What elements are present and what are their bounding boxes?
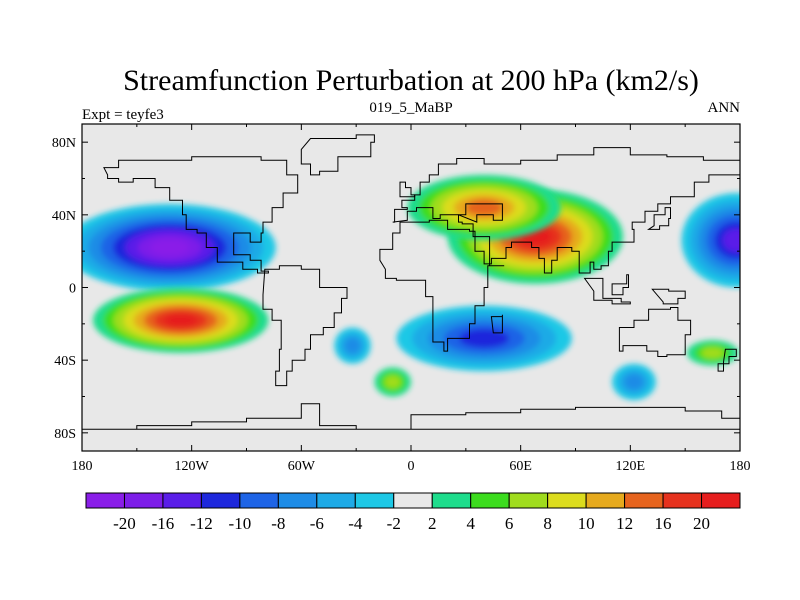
colorbar-label: 10 [578,514,595,533]
colorbar-swatch [470,492,510,509]
contour-feature [686,340,739,366]
coastline [611,274,629,296]
contour-band [701,347,724,359]
coastline [490,314,503,334]
coastline [717,348,737,372]
colorbar-swatch [701,492,741,509]
map-panel: 180 120W 60W 0 60E 120E 180 80N 40N 0 40S 80S [52,123,751,474]
contour-band [465,199,503,216]
colorbar-swatch [431,492,472,509]
contour-feature [681,193,740,288]
contour-band [164,314,198,327]
lon-tick-label: 180 [730,459,751,474]
coastline-layer [82,134,740,430]
lon-tick-label: 180 [72,459,93,474]
contour-feature [92,287,269,353]
colorbar-label: -12 [190,514,213,533]
contour-feature [374,367,411,397]
contour-band [384,375,401,389]
colorbar-swatch [662,492,703,509]
lon-tick-label: 0 [408,459,415,474]
coastline [651,288,686,305]
contour-feature [612,363,656,401]
coastline [583,277,631,305]
contour-band [459,329,510,348]
coastline [618,307,692,357]
colorbar-label: 8 [543,514,552,533]
coastline [82,403,740,430]
colorbar-label: -10 [229,514,252,533]
colorbar-swatch [123,492,164,509]
lon-tick-label: 60W [288,459,316,474]
colorbar: -20 -16 -12 -10 -8 -6 -4 -2 2 4 6 8 10 12 16 20 [85,492,741,533]
coastline [392,147,740,274]
contour-feature [396,305,572,372]
lat-tick-label: 0 [69,282,76,297]
contour-fill-layer [82,174,740,401]
latitude-axis: 80N 40N 0 40S 80S [52,136,740,442]
colorbar-swatch [239,492,279,509]
coastline [379,219,505,352]
longitude-axis: 180 120W 60W 0 60E 120E 180 [72,124,751,474]
coastline [300,134,375,176]
colorbar-swatch [624,492,664,509]
colorbar-label: -4 [348,514,363,533]
case-label: 019_5_MaBP [369,100,452,116]
lon-tick-label: 120W [175,459,210,474]
contour-band [624,373,644,391]
coastline [103,156,299,274]
colorbar-label: -20 [113,514,136,533]
coastline [262,265,348,387]
colorbar-swatch [393,492,433,509]
colorbar-swatch [277,492,318,509]
contour-feature [82,203,276,292]
lon-tick-label: 120E [616,459,646,474]
colorbar-label: -2 [387,514,401,533]
contour-band [150,239,190,256]
colorbar-label: 16 [655,514,672,533]
colorbar-swatch [547,492,587,509]
season-label: ANN [708,100,741,116]
colorbar-label: 12 [616,514,633,533]
colorbar-label: 20 [693,514,710,533]
lat-tick-label: 80S [54,427,76,442]
lon-tick-label: 60E [509,459,532,474]
colorbar-label: 2 [428,514,437,533]
contour-feature [407,174,561,241]
colorbar-swatch [354,492,395,509]
colorbar-label: -16 [152,514,175,533]
plot-title: Streamfunction Perturbation at 200 hPa (… [123,64,699,97]
contour-band [723,228,740,252]
contour-band [344,337,361,354]
lat-tick-label: 40N [52,209,76,224]
colorbar-swatch [85,492,125,509]
coastline [399,181,416,198]
colorbar-label: -6 [310,514,324,533]
colorbar-swatch [200,492,241,509]
colorbar-swatch [508,492,549,509]
colorbar-swatch [162,492,202,509]
coastline [458,203,503,223]
contour-feature [334,327,371,364]
lat-tick-label: 40S [54,354,76,369]
experiment-label: Expt = teyfe3 [82,107,164,123]
colorbar-swatch [585,492,626,509]
colorbar-label: 4 [466,514,475,533]
colorbar-swatch [316,492,356,509]
colorbar-label: -8 [271,514,285,533]
lat-tick-label: 80N [52,136,76,151]
coastline [646,207,671,230]
colorbar-label: 6 [505,514,514,533]
